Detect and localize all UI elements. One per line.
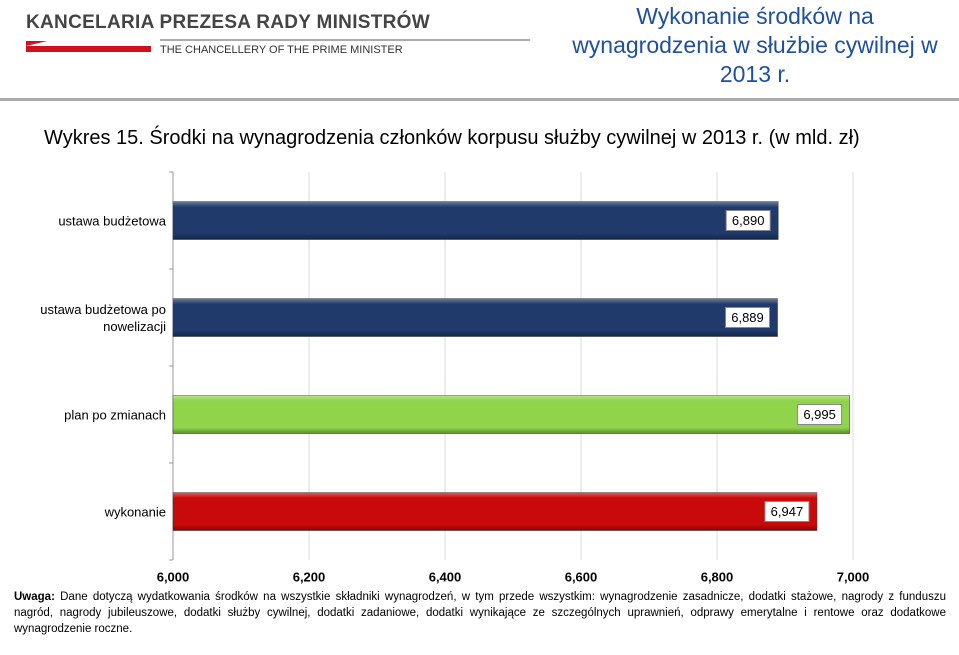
value-label: 6,890: [732, 213, 765, 228]
chart-title: Wykres 15. Środki na wynagrodzenia człon…: [44, 127, 860, 149]
logo-subtitle: THE CHANCELLERY OF THE PRIME MINISTER: [160, 44, 403, 56]
bar-shade: [173, 298, 778, 337]
x-tick-label: 6,000: [157, 569, 190, 584]
slide-title: Wykonanie środków na wynagrodzenia w słu…: [572, 3, 938, 87]
value-label: 6,947: [771, 504, 804, 519]
y-tick-label: plan po zmianach: [64, 407, 166, 422]
logo-flag-white: [26, 38, 151, 46]
value-label: 6,889: [731, 310, 764, 325]
y-tick-label: ustawa budżetowa: [58, 213, 166, 228]
x-tick-label: 7,000: [837, 569, 870, 584]
value-label: 6,995: [803, 407, 836, 422]
bar-shade: [173, 201, 779, 240]
value-label-box: [797, 404, 843, 425]
logo-title: KANCELARIA PREZESA RADY MINISTRÓW: [26, 12, 430, 33]
value-label-box: [764, 501, 810, 522]
logo-flag: [26, 41, 151, 52]
note-label: Uwaga:: [14, 591, 55, 603]
y-tick-label: wykonanie: [104, 504, 166, 519]
x-tick-label: 6,600: [565, 569, 598, 584]
x-tick-label: 6,400: [429, 569, 462, 584]
y-tick-label: ustawa budżetowa po nowelizacji: [40, 301, 166, 334]
bar-shade: [173, 492, 817, 531]
bar-shade: [173, 395, 850, 434]
x-tick-label: 6,800: [701, 569, 734, 584]
x-tick-label: 6,200: [293, 569, 326, 584]
note-text: Dane dotyczą wydatkowania środków na wsz…: [14, 591, 946, 635]
note: Uwaga: Dane dotyczą wydatkowania środków…: [14, 589, 946, 637]
value-label-box: [725, 210, 771, 231]
value-label-box: [725, 307, 771, 328]
header-rule: [0, 98, 959, 101]
